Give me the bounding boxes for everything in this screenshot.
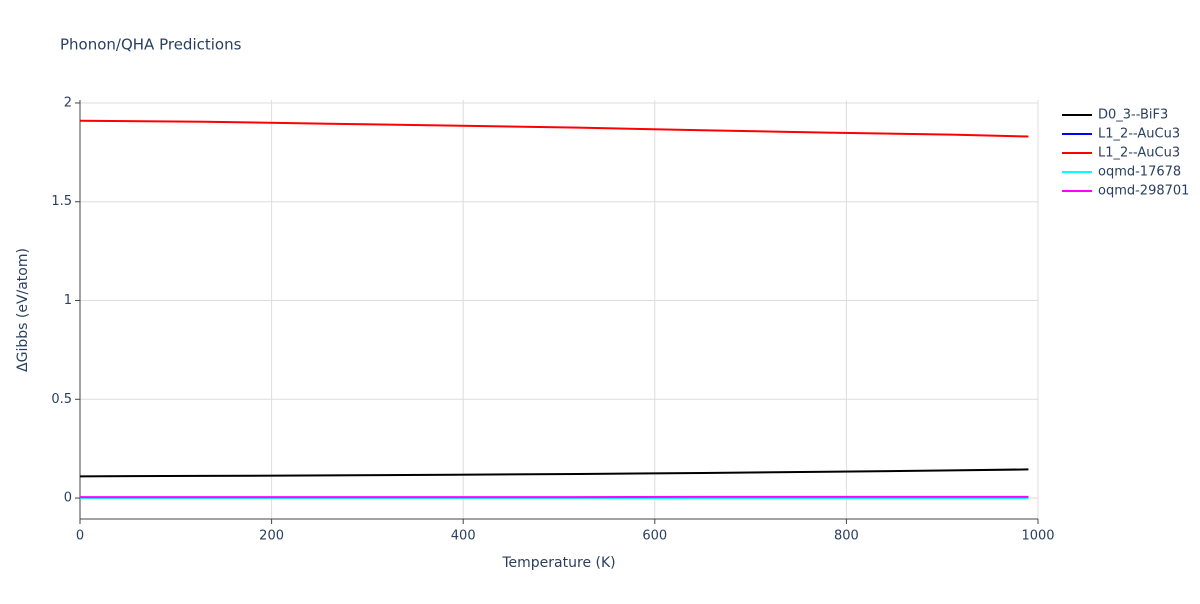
- x-axis-label: Temperature (K): [501, 555, 615, 571]
- x-tick-label: 800: [834, 529, 859, 544]
- chart-title: Phonon/QHA Predictions: [60, 36, 242, 54]
- x-tick-label: 0: [76, 529, 84, 544]
- legend-label: oqmd-17678: [1098, 165, 1181, 180]
- series-line: [80, 469, 1028, 476]
- x-tick-label: 1000: [1021, 529, 1054, 544]
- legend-label: L1_2--AuCu3: [1098, 127, 1180, 142]
- legend-label: D0_3--BiF3: [1098, 108, 1168, 123]
- y-tick-label: 0: [64, 491, 72, 506]
- y-tick-label: 1.5: [51, 194, 72, 209]
- legend-label: oqmd-298701: [1098, 184, 1189, 199]
- y-tick-label: 1: [64, 293, 72, 308]
- x-tick-label: 400: [451, 529, 476, 544]
- y-axis-label: ΔGibbs (eV/atom): [15, 248, 31, 372]
- legend-label: L1_2--AuCu3: [1098, 146, 1180, 161]
- y-tick-label: 0.5: [51, 392, 72, 407]
- x-tick-label: 200: [259, 529, 284, 544]
- y-tick-label: 2: [64, 95, 72, 110]
- series-line: [80, 121, 1028, 137]
- x-tick-label: 600: [642, 529, 667, 544]
